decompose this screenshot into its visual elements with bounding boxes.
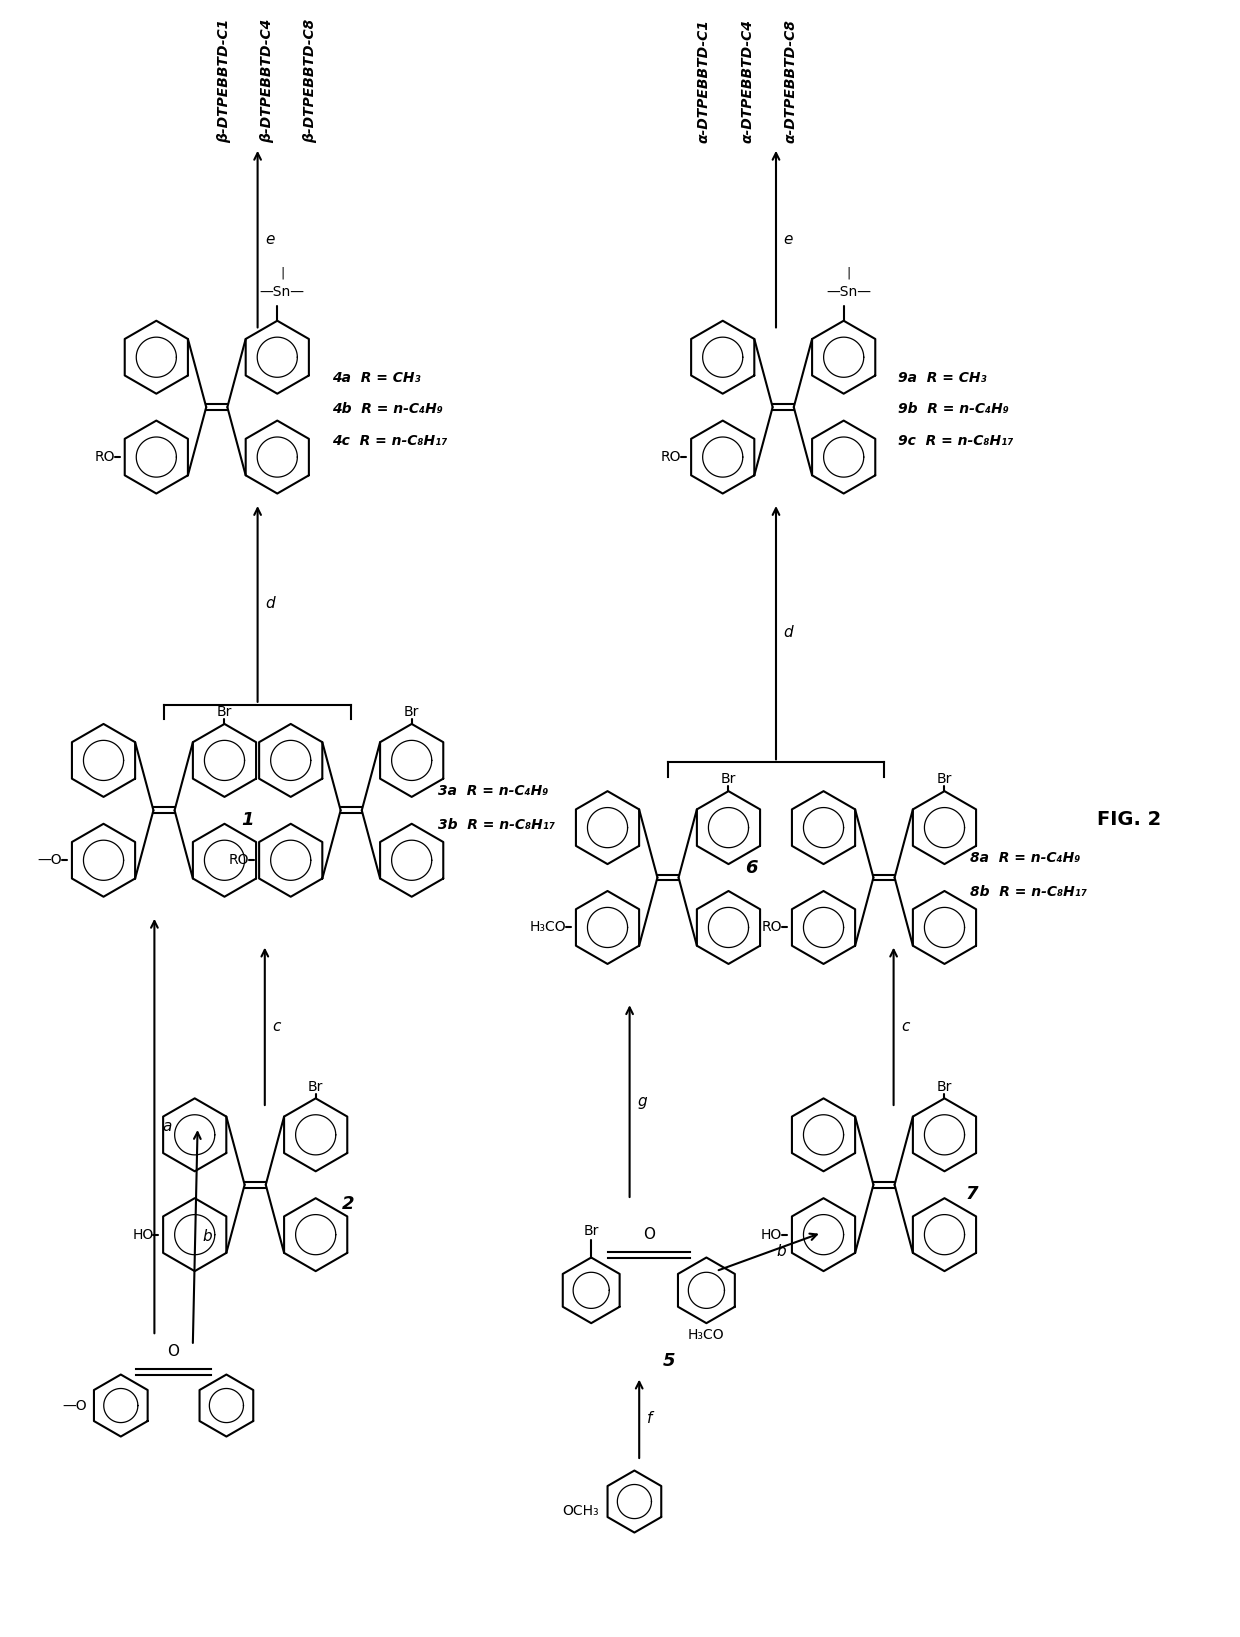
Text: 6: 6 [745, 859, 758, 877]
Text: e: e [784, 232, 794, 247]
Text: —O: —O [37, 853, 62, 868]
Text: |: | [847, 267, 851, 280]
Text: β-DTPEBBTD-C8: β-DTPEBBTD-C8 [304, 20, 317, 142]
Text: α-DTPEBBTD-C1: α-DTPEBBTD-C1 [697, 20, 711, 142]
Text: Br: Br [404, 706, 419, 719]
Text: 4b  R = n-C₄H₉: 4b R = n-C₄H₉ [332, 403, 443, 416]
Text: Br: Br [584, 1224, 599, 1238]
Text: OCH₃: OCH₃ [562, 1504, 599, 1517]
Text: RO: RO [761, 920, 782, 935]
Text: 9c  R = n-C₈H₁₇: 9c R = n-C₈H₁₇ [899, 434, 1014, 449]
Text: β-DTPEBBTD-C4: β-DTPEBBTD-C4 [260, 20, 274, 142]
Text: RO: RO [661, 450, 682, 463]
Text: e: e [265, 232, 274, 247]
Text: Br: Br [720, 773, 737, 786]
Text: RO: RO [229, 853, 249, 868]
Text: Br: Br [936, 773, 952, 786]
Text: —Sn—: —Sn— [259, 285, 305, 300]
Text: 8b  R = n-C₈H₁₇: 8b R = n-C₈H₁₇ [971, 886, 1087, 899]
Text: Br: Br [936, 1079, 952, 1094]
Text: 3b  R = n-C₈H₁₇: 3b R = n-C₈H₁₇ [438, 818, 554, 832]
Text: H₃CO: H₃CO [688, 1328, 724, 1342]
Text: O: O [642, 1228, 655, 1242]
Text: HO: HO [133, 1228, 154, 1241]
Text: 8a  R = n-C₄H₉: 8a R = n-C₄H₉ [971, 851, 1081, 866]
Text: —O: —O [62, 1398, 87, 1413]
Text: 9a  R = CH₃: 9a R = CH₃ [899, 372, 987, 385]
Text: 3a  R = n-C₄H₉: 3a R = n-C₄H₉ [438, 784, 548, 799]
Text: RO: RO [94, 450, 115, 463]
Text: g: g [637, 1094, 647, 1108]
Text: b: b [776, 1244, 786, 1259]
Text: Br: Br [217, 706, 232, 719]
Text: O: O [167, 1344, 180, 1359]
Text: β-DTPEBBTD-C1: β-DTPEBBTD-C1 [217, 20, 231, 142]
Text: 5: 5 [663, 1352, 676, 1370]
Text: c: c [901, 1018, 910, 1035]
Text: f: f [647, 1411, 652, 1426]
Text: b: b [203, 1229, 212, 1244]
Text: α-DTPEBBTD-C8: α-DTPEBBTD-C8 [784, 20, 797, 142]
Text: d: d [265, 596, 275, 612]
Text: |: | [280, 267, 284, 280]
Text: Br: Br [308, 1079, 324, 1094]
Text: H₃CO: H₃CO [529, 920, 567, 935]
Text: a: a [162, 1118, 171, 1133]
Text: —Sn—: —Sn— [826, 285, 870, 300]
Text: c: c [273, 1018, 280, 1035]
Text: 4a  R = CH₃: 4a R = CH₃ [332, 372, 420, 385]
Text: 9b  R = n-C₄H₉: 9b R = n-C₄H₉ [899, 403, 1009, 416]
Text: 2: 2 [341, 1195, 355, 1213]
Text: HO: HO [761, 1228, 782, 1241]
Text: 7: 7 [966, 1185, 978, 1203]
Text: α-DTPEBBTD-C4: α-DTPEBBTD-C4 [740, 20, 754, 142]
Text: 4c  R = n-C₈H₁₇: 4c R = n-C₈H₁₇ [332, 434, 448, 449]
Text: 1: 1 [241, 810, 253, 828]
Text: d: d [784, 625, 794, 640]
Text: FIG. 2: FIG. 2 [1096, 810, 1161, 830]
